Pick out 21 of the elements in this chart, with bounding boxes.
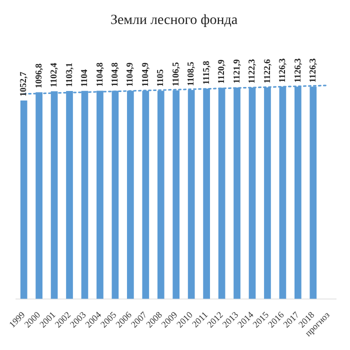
data-label: 1126,3 xyxy=(307,58,318,83)
data-label: 1115,8 xyxy=(200,60,211,85)
data-label: 1104,9 xyxy=(124,62,135,87)
data-label: 1122,6 xyxy=(262,58,272,84)
data-label: 1104,9 xyxy=(140,62,150,87)
chart-title: Земли лесного фонда xyxy=(110,13,238,28)
data-label: 1105 xyxy=(155,68,166,87)
data-label: 1126,3 xyxy=(292,58,302,83)
data-label: 1052,7 xyxy=(18,71,28,97)
data-label: 1103,1 xyxy=(64,62,74,88)
data-label: 1121,9 xyxy=(231,58,242,84)
data-label: 1104 xyxy=(79,68,90,87)
data-label: 1108,5 xyxy=(186,61,196,86)
data-label: 1096,8 xyxy=(33,62,44,88)
data-label: 1104,8 xyxy=(110,62,120,87)
data-label: 1122,3 xyxy=(246,58,257,84)
data-label: 1102,4 xyxy=(48,62,59,88)
data-label: 1120,9 xyxy=(216,58,226,84)
data-label: 1126,3 xyxy=(277,58,288,83)
data-label: 1106,5 xyxy=(170,62,180,86)
data-label: 1104,8 xyxy=(94,62,104,87)
